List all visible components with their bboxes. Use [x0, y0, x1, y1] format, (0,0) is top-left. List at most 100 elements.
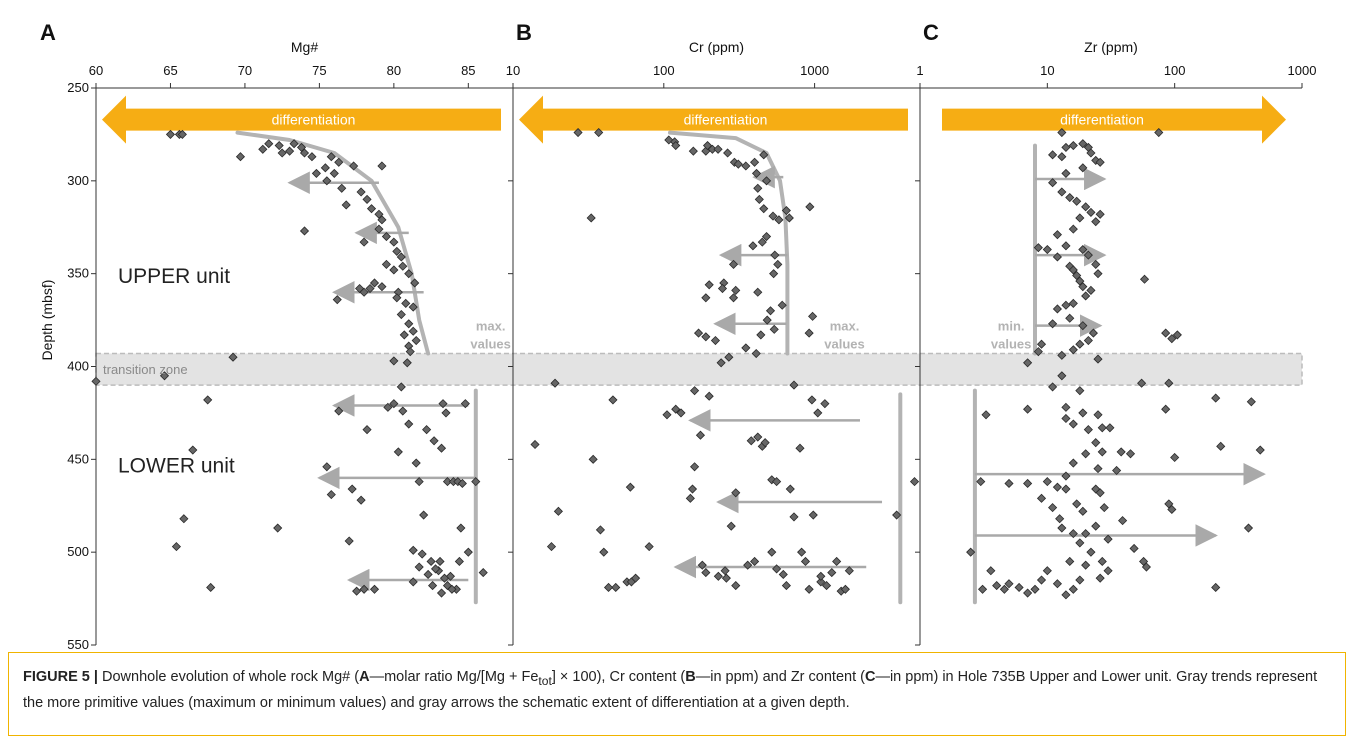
panel-b-data-point [781, 205, 791, 216]
panel-c-data-point [1068, 224, 1078, 234]
panel-b-data-point [759, 150, 769, 160]
panel-b-data-point [750, 157, 760, 167]
panel-b-data-point [756, 330, 766, 340]
panel-b-data-point [713, 144, 723, 154]
panel-a-data-point [438, 399, 448, 409]
panel-a-data-point [374, 224, 384, 234]
panel-b-data-point [789, 512, 799, 522]
panel-a-data-point [410, 278, 420, 288]
panel-c-data-point [1068, 458, 1078, 468]
panel-a-data-point [356, 495, 366, 505]
panel-a-data-point [392, 246, 402, 256]
panel-b-data-point [631, 573, 641, 583]
panel-a-data-point [383, 402, 393, 412]
panel-b-data-point [701, 293, 711, 303]
caption-text-5: —in ppm) in Hole 735B Upper and Lower un… [23, 669, 1318, 711]
panel-a-data-point [408, 545, 418, 555]
panel-c-data-point [1065, 313, 1075, 323]
panel-b-data-point [784, 213, 794, 223]
panel-b-data-point [695, 430, 706, 440]
panel-c-data-point [1078, 282, 1088, 292]
panel-c-data-point [1083, 425, 1093, 435]
panel-a-data-point [436, 443, 447, 453]
panel-c-data-point [1216, 441, 1226, 451]
panel-b-letter: B [516, 20, 532, 45]
panel-b-data-point [748, 241, 758, 251]
panel-b-data-point [765, 306, 776, 316]
panel-c-x-tick-label: 10 [1040, 63, 1054, 78]
caption-text-2: —molar ratio Mg/[Mg + Fe [369, 669, 539, 685]
panel-c-data-point [1030, 584, 1040, 594]
panel-c-data-point [1004, 579, 1014, 589]
panel-a-data-point [334, 157, 344, 167]
panel-c-data-point [1061, 241, 1071, 251]
panel-b-data-point [693, 328, 704, 338]
panel-c-data-point [1055, 514, 1065, 524]
panel-a-data-point [273, 523, 283, 533]
panel-c-x-tick-label: 1 [916, 63, 923, 78]
panel-a-data-point [341, 200, 351, 210]
panel-a-data-point [430, 564, 441, 574]
panel-b-x-tick-label: 10 [506, 63, 520, 78]
panel-a-data-point [285, 146, 295, 156]
panel-b-data-point [759, 204, 769, 214]
panel-c-data-point [1078, 139, 1088, 149]
panel-c-data-point [1061, 471, 1071, 481]
panel-b-data-point [741, 343, 751, 353]
panel-b-data-point [550, 378, 560, 388]
panel-a-data-point [389, 356, 399, 366]
panel-b-data-point [595, 525, 605, 535]
panel-a-differentiation-label: differentiation [272, 112, 356, 128]
caption-text-1: Downhole evolution of whole rock Mg# ( [97, 669, 360, 685]
panel-a-data-point [411, 458, 421, 468]
panel-a-data-point [396, 309, 406, 320]
panel-a-data-point [460, 399, 470, 409]
panel-b-data-point [770, 250, 780, 260]
panel-b-data-point [797, 547, 807, 557]
panel-a-data-point [277, 148, 287, 158]
panel-b-data-point [767, 547, 777, 557]
panel-c-data-point [1091, 217, 1101, 227]
panel-c-data-point [1065, 556, 1075, 567]
panel-a-data-point [326, 490, 336, 500]
panel-c-data-point [1086, 148, 1096, 158]
panel-c-data-point [1023, 404, 1033, 414]
lower-unit-label: LOWER unit [118, 454, 235, 477]
panel-a-data-point [402, 358, 412, 368]
panel-a-data-point [203, 395, 213, 405]
panel-c-data-point [1072, 270, 1082, 281]
panel-c-data-point [1083, 335, 1093, 346]
panel-c-data-point [976, 477, 986, 487]
caption-text-4: —in ppm) and Zr content ( [695, 669, 865, 685]
panel-a-data-point [478, 568, 488, 578]
transition-zone-band [95, 352, 1303, 386]
panel-a-data-point [408, 326, 418, 336]
panel-b-data-point [731, 285, 741, 295]
panel-c-data-point [1036, 575, 1047, 585]
panel-a-x-tick-label: 80 [387, 63, 401, 78]
panel-c-data-point [1211, 393, 1221, 403]
panel-c-data-point [1061, 484, 1071, 494]
panel-c-data-point [1061, 142, 1071, 152]
panel-c-data-point [1072, 196, 1082, 206]
panel-c-data-point [1061, 168, 1071, 178]
panel-c-data-point [1167, 504, 1177, 515]
panel-a-data-point [414, 562, 424, 572]
panel-c-data-point [1154, 127, 1164, 138]
panel-c-data-point [1161, 404, 1171, 414]
panel-c-data-point [1068, 419, 1078, 429]
panel-a-x-tick-label: 70 [238, 63, 252, 78]
panel-b-data-point [685, 493, 695, 503]
panel-b-data-point [761, 231, 772, 242]
panel-b-x-tick-label: 1000 [800, 63, 829, 78]
panel-a-data-point [320, 163, 330, 173]
panel-b-data-point [701, 568, 711, 578]
panel-a-data-point [91, 376, 101, 386]
panel-c-trend-label-line2: values [991, 337, 1031, 352]
panel-c-data-point [1033, 347, 1043, 357]
panel-a-data-point [359, 237, 369, 247]
panel-a-data-point [307, 152, 317, 162]
panel-b-data-point [777, 300, 787, 310]
panel-a-x-tick-label: 75 [312, 63, 326, 78]
panel-b-trend-upper [668, 130, 790, 356]
